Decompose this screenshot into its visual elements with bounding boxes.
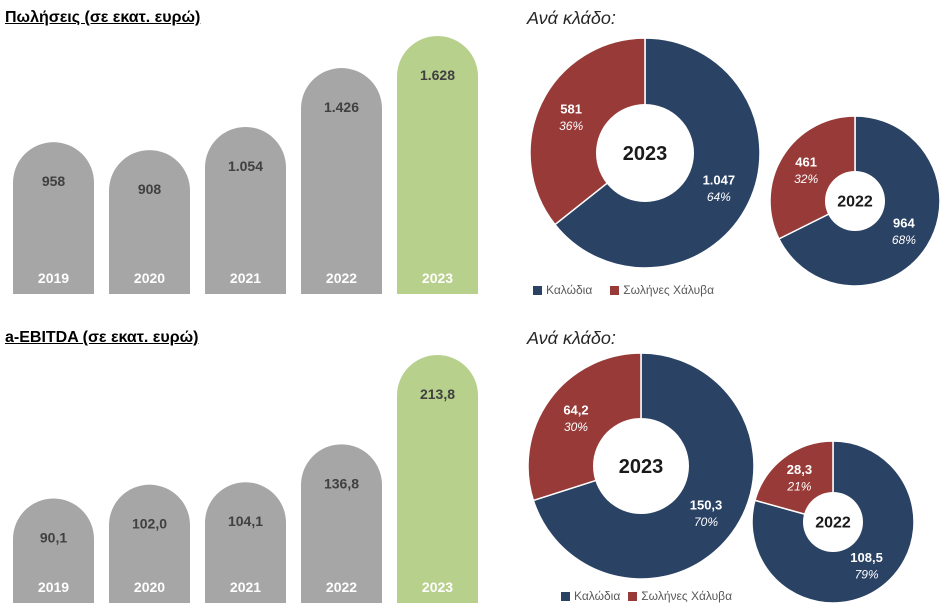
ebitda-bar-category-label: 2021 <box>230 579 261 595</box>
ebitda-bar-value-label: 136,8 <box>324 475 359 491</box>
sales-slice-value-label-cables: 964 <box>893 215 915 230</box>
sales-bar-2022 <box>301 68 382 294</box>
sales-bar-category-label: 2022 <box>326 270 357 286</box>
legend-label-steel-pipes: Σωλήνες Χάλυβα <box>641 589 733 603</box>
ebitda-donut-2022: 108,5 79% 28,3 21% 2022 <box>751 440 915 604</box>
ebitda-slice-percent-label-cables: 70% <box>694 515 718 529</box>
ebitda-bar-category-label: 2019 <box>38 579 69 595</box>
ebitda-bar-2019 <box>13 498 94 603</box>
legend-label-steel-pipes: Σωλήνες Χάλυβα <box>623 283 715 297</box>
sales-donut-hole <box>596 104 694 202</box>
ebitda-bar-category-label: 2022 <box>326 579 357 595</box>
ebitda-donut-center-label: 2022 <box>815 515 851 532</box>
sales-donut-2023: 1.047 64% 581 36% 2023 <box>529 37 761 269</box>
legend-label-cables: Καλώδια <box>546 283 593 297</box>
sales-slice-value-label-cables: 1.047 <box>703 173 736 188</box>
sales-bar-category-label: 2020 <box>134 270 165 286</box>
ebitda-bar-category-label: 2020 <box>134 579 165 595</box>
ebitda-slice-value-label-steel-pipes: 64,2 <box>563 403 588 418</box>
sales-bar-value-label: 958 <box>42 173 66 189</box>
sales-bar-category-label: 2019 <box>38 270 69 286</box>
ebitda-donut-hole <box>593 418 689 514</box>
sales-donut-2022: 964 68% 461 32% 2022 <box>769 115 941 287</box>
sales-bar-category-label: 2021 <box>230 270 261 286</box>
sales-chart-title: Πωλήσεις (σε εκατ. ευρώ) <box>5 9 201 26</box>
legend-item-cables: Καλώδια <box>561 589 620 603</box>
ebitda-bar-2021 <box>205 482 286 603</box>
sales-donut-2023-slice-steel-pipes <box>529 37 646 226</box>
sales-donut-center-label: 2023 <box>623 143 668 165</box>
ebitda-bar-2020 <box>109 484 190 603</box>
sales-slice-value-label-steel-pipes: 461 <box>795 155 817 170</box>
ebitda-donut-legend: Καλώδια Σωλήνες Χάλυβα <box>561 589 732 603</box>
ebitda-bar-chart: 90,1 2019 102,0 2020 104,1 2021 136,8 2022 213,8… <box>13 355 478 603</box>
sales-bar-value-label: 1.426 <box>324 99 359 115</box>
ebitda-slice-value-label-cables: 108,5 <box>850 550 883 565</box>
ebitda-slice-percent-label-steel-pipes: 21% <box>786 479 811 493</box>
ebitda-bar-2023 <box>397 355 478 603</box>
ebitda-bar-value-label: 90,1 <box>40 529 67 545</box>
legend-item-steel-pipes: Σωλήνες Χάλυβα <box>610 283 714 297</box>
ebitda-chart-title: a-EBITDA (σε εκατ. ευρώ) <box>5 329 199 346</box>
sales-bar-value-label: 908 <box>138 181 162 197</box>
ebitda-slice-value-label-cables: 150,3 <box>690 497 723 512</box>
ebitda-bar-value-label: 213,8 <box>420 386 455 402</box>
sales-slice-percent-label-steel-pipes: 32% <box>794 172 818 186</box>
ebitda-donut-center-label: 2023 <box>619 456 664 478</box>
sales-slice-value-label-steel-pipes: 581 <box>560 101 582 116</box>
legend-swatch-steel-pipes <box>628 591 638 601</box>
ebitda-slice-percent-label-cables: 79% <box>855 568 879 582</box>
ebitda-breakdown-heading: Ανά κλάδο: <box>527 328 616 348</box>
legend-swatch-cables <box>561 591 570 601</box>
sales-breakdown-heading: Ανά κλάδο: <box>527 8 616 28</box>
sales-donut-center-label: 2022 <box>837 194 873 211</box>
sales-bar-value-label: 1.054 <box>228 158 263 174</box>
ebitda-donut-2023: 150,3 70% 64,2 30% 2023 <box>527 352 755 580</box>
legend-item-cables: Καλώδια <box>533 283 592 297</box>
legend-label-cables: Καλώδια <box>574 589 621 603</box>
legend-swatch-steel-pipes <box>610 285 620 295</box>
legend-swatch-cables <box>533 285 542 295</box>
sales-slice-percent-label-cables: 64% <box>707 190 731 204</box>
ebitda-bar-value-label: 104,1 <box>228 513 263 529</box>
sales-bar-2023 <box>397 36 478 295</box>
sales-donut-legend: Καλώδια Σωλήνες Χάλυβα <box>533 283 714 297</box>
legend-item-steel-pipes: Σωλήνες Χάλυβα <box>628 589 732 603</box>
sales-bar-value-label: 1.628 <box>420 67 455 83</box>
ebitda-bar-category-label: 2023 <box>422 579 453 595</box>
sales-bar-2019 <box>13 142 94 294</box>
sales-bar-2020 <box>109 150 190 294</box>
ebitda-donut-hole <box>803 492 863 552</box>
sales-bar-category-label: 2023 <box>422 270 453 286</box>
ebitda-slice-value-label-steel-pipes: 28,3 <box>787 462 812 477</box>
sales-bar-chart: 958 2019 908 2020 1.054 2021 1.426 2022 1.628 202… <box>13 36 478 295</box>
sales-donut-hole <box>825 171 885 231</box>
ebitda-bar-2022 <box>301 444 382 603</box>
ebitda-slice-percent-label-steel-pipes: 30% <box>564 420 588 434</box>
ebitda-bar-value-label: 102,0 <box>132 516 167 532</box>
sales-bar-2021 <box>205 126 286 295</box>
sales-slice-percent-label-steel-pipes: 36% <box>559 119 583 133</box>
sales-slice-percent-label-cables: 68% <box>892 233 916 247</box>
